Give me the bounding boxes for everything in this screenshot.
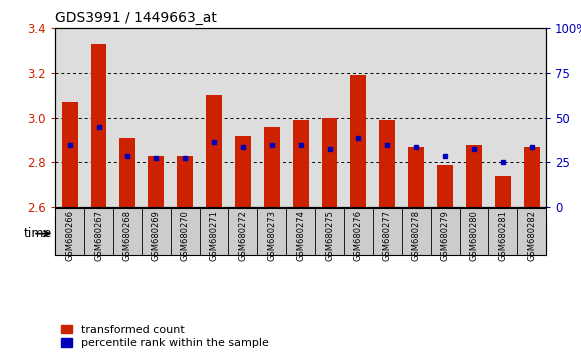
Text: GSM680282: GSM680282 bbox=[527, 210, 536, 261]
Text: GSM680275: GSM680275 bbox=[325, 210, 334, 261]
Text: GSM680270: GSM680270 bbox=[181, 210, 189, 261]
Text: GSM680278: GSM680278 bbox=[412, 210, 421, 261]
Bar bbox=[200, 218, 373, 250]
Bar bbox=[235, 136, 251, 207]
Bar bbox=[523, 147, 540, 207]
Text: GSM680268: GSM680268 bbox=[123, 210, 132, 261]
Bar bbox=[177, 156, 193, 207]
Text: GSM680277: GSM680277 bbox=[383, 210, 392, 261]
Text: GSM680271: GSM680271 bbox=[210, 210, 218, 261]
Bar bbox=[264, 127, 279, 207]
Text: GSM680272: GSM680272 bbox=[238, 210, 248, 261]
Bar bbox=[91, 44, 106, 207]
Bar bbox=[495, 176, 511, 207]
Bar bbox=[148, 156, 164, 207]
Text: 48 hour: 48 hour bbox=[435, 227, 484, 240]
Text: time: time bbox=[24, 227, 52, 240]
Text: 0 hour: 0 hour bbox=[107, 227, 148, 240]
Text: GSM680274: GSM680274 bbox=[296, 210, 305, 261]
Bar bbox=[55, 218, 200, 250]
Bar bbox=[379, 120, 395, 207]
Legend: transformed count, percentile rank within the sample: transformed count, percentile rank withi… bbox=[61, 325, 268, 348]
Text: GSM680273: GSM680273 bbox=[267, 210, 277, 261]
Text: GSM680279: GSM680279 bbox=[440, 210, 450, 261]
Bar bbox=[408, 147, 424, 207]
Bar bbox=[206, 95, 222, 207]
Text: GSM680280: GSM680280 bbox=[469, 210, 478, 261]
Text: GSM680276: GSM680276 bbox=[354, 210, 363, 261]
Text: GSM680281: GSM680281 bbox=[498, 210, 507, 261]
Bar bbox=[437, 165, 453, 207]
Bar bbox=[322, 118, 338, 207]
Bar bbox=[466, 144, 482, 207]
Text: GSM680269: GSM680269 bbox=[152, 210, 161, 261]
Text: GDS3991 / 1449663_at: GDS3991 / 1449663_at bbox=[55, 11, 217, 25]
Bar bbox=[350, 75, 367, 207]
Bar bbox=[62, 102, 78, 207]
Text: GSM680266: GSM680266 bbox=[65, 210, 74, 261]
Bar bbox=[120, 138, 135, 207]
Bar bbox=[373, 218, 546, 250]
Text: 24 hour: 24 hour bbox=[262, 227, 310, 240]
Text: GSM680267: GSM680267 bbox=[94, 210, 103, 261]
Bar bbox=[293, 120, 309, 207]
